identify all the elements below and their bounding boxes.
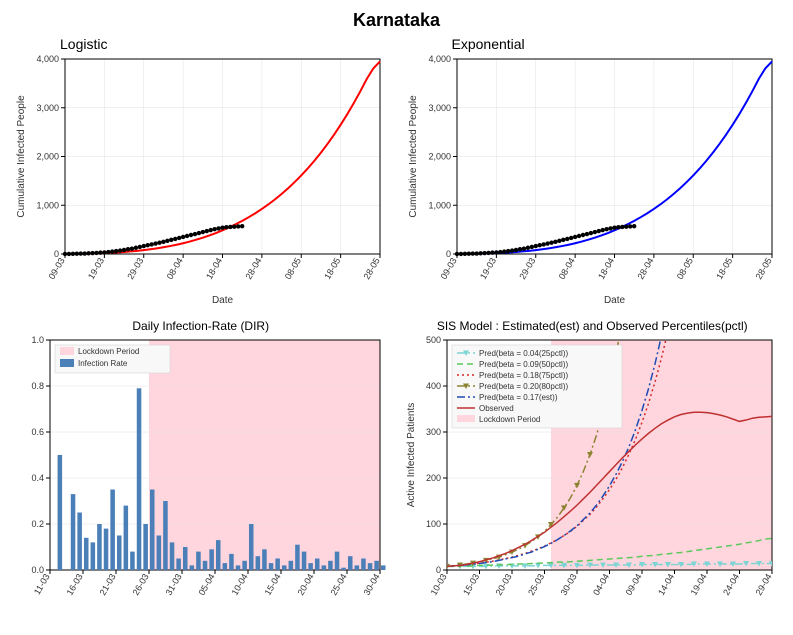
svg-text:Date: Date (212, 295, 234, 306)
svg-text:0.2: 0.2 (31, 519, 44, 529)
svg-text:09-03: 09-03 (438, 256, 458, 281)
svg-text:20-03: 20-03 (493, 572, 513, 597)
svg-text:29-04: 29-04 (753, 572, 773, 597)
svg-text:3,000: 3,000 (36, 103, 59, 113)
svg-text:400: 400 (425, 381, 440, 391)
svg-text:05-04: 05-04 (197, 572, 217, 597)
svg-text:Infection Rate: Infection Rate (78, 359, 128, 368)
svg-text:300: 300 (425, 427, 440, 437)
svg-text:Cumulative Infected People: Cumulative Infected People (408, 95, 419, 218)
svg-text:4,000: 4,000 (36, 54, 59, 64)
svg-text:08-05: 08-05 (674, 256, 694, 281)
svg-text:Pred(beta = 0.04(25pctl)): Pred(beta = 0.04(25pctl)) (479, 349, 568, 358)
main-title: Karnataka (10, 10, 783, 31)
svg-text:0.8: 0.8 (31, 381, 44, 391)
svg-text:20-04: 20-04 (296, 572, 316, 597)
svg-text:28-04: 28-04 (243, 256, 263, 281)
exponential-title: Exponential (452, 36, 784, 52)
logistic-svg: 01,0002,0003,0004,00009-0319-0329-0308-0… (10, 54, 390, 309)
svg-text:2,000: 2,000 (428, 152, 451, 162)
svg-text:15-04: 15-04 (263, 572, 283, 597)
svg-text:1.0: 1.0 (31, 335, 44, 345)
svg-text:4,000: 4,000 (428, 54, 451, 64)
svg-text:500: 500 (425, 335, 440, 345)
svg-text:24-04: 24-04 (721, 572, 741, 597)
logistic-chart: Logistic 01,0002,0003,0004,00009-0319-03… (10, 36, 392, 309)
svg-text:08-04: 08-04 (556, 256, 576, 281)
svg-text:16-03: 16-03 (65, 572, 85, 597)
svg-text:200: 200 (425, 473, 440, 483)
dir-chart: Daily Infection-Rate (DIR) 0.00.20.40.60… (10, 319, 392, 625)
svg-text:10-04: 10-04 (230, 572, 250, 597)
svg-text:29-03: 29-03 (125, 256, 145, 281)
sis-svg: 010020030040050010-0315-0320-0325-0330-0… (402, 335, 782, 625)
svg-text:Observed: Observed (479, 404, 514, 413)
svg-text:18-05: 18-05 (322, 256, 342, 281)
sis-title: SIS Model : Estimated(est) and Observed … (402, 319, 784, 333)
svg-text:21-03: 21-03 (98, 572, 118, 597)
svg-text:29-03: 29-03 (517, 256, 537, 281)
svg-text:Cumulative Infected People: Cumulative Infected People (16, 95, 27, 218)
svg-text:0.6: 0.6 (31, 427, 44, 437)
svg-text:Pred(beta = 0.17(est)): Pred(beta = 0.17(est)) (479, 393, 558, 402)
svg-text:0.4: 0.4 (31, 473, 44, 483)
svg-text:Date: Date (603, 295, 625, 306)
dir-title: Daily Infection-Rate (DIR) (10, 319, 392, 333)
svg-text:3,000: 3,000 (428, 103, 451, 113)
svg-text:100: 100 (425, 519, 440, 529)
exponential-svg: 01,0002,0003,0004,00009-0319-0329-0308-0… (402, 54, 782, 309)
svg-text:11-03: 11-03 (32, 572, 52, 596)
svg-text:25-03: 25-03 (526, 572, 546, 597)
svg-text:18-04: 18-04 (596, 256, 616, 281)
svg-text:08-04: 08-04 (165, 256, 185, 281)
svg-text:15-03: 15-03 (461, 572, 481, 597)
svg-text:28-04: 28-04 (635, 256, 655, 281)
svg-text:28-05: 28-05 (362, 256, 382, 281)
svg-text:Active Infected Patients: Active Infected Patients (406, 403, 417, 508)
svg-text:Pred(beta = 0.09(50pctl)): Pred(beta = 0.09(50pctl)) (479, 360, 568, 369)
svg-text:18-05: 18-05 (714, 256, 734, 281)
svg-text:Pred(beta = 0.18(75pctl)): Pred(beta = 0.18(75pctl)) (479, 371, 568, 380)
svg-text:2,000: 2,000 (36, 152, 59, 162)
svg-text:19-03: 19-03 (86, 256, 106, 281)
svg-text:30-03: 30-03 (558, 572, 578, 597)
svg-text:Pred(beta = 0.20(80pctl)): Pred(beta = 0.20(80pctl)) (479, 382, 568, 391)
svg-text:26-03: 26-03 (131, 572, 151, 597)
svg-text:04-04: 04-04 (591, 572, 611, 597)
svg-text:19-03: 19-03 (477, 256, 497, 281)
svg-text:Lockdown Period: Lockdown Period (479, 415, 540, 424)
chart-grid: Logistic 01,0002,0003,0004,00009-0319-03… (10, 36, 783, 625)
svg-text:08-05: 08-05 (283, 256, 303, 281)
svg-text:19-04: 19-04 (688, 572, 708, 597)
svg-text:10-03: 10-03 (428, 572, 448, 597)
svg-text:31-03: 31-03 (164, 572, 184, 597)
svg-text:1,000: 1,000 (36, 200, 59, 210)
svg-text:1,000: 1,000 (428, 200, 451, 210)
svg-text:14-04: 14-04 (656, 572, 676, 597)
svg-text:18-04: 18-04 (204, 256, 224, 281)
svg-text:25-04: 25-04 (329, 572, 349, 597)
sis-chart: SIS Model : Estimated(est) and Observed … (402, 319, 784, 625)
exponential-chart: Exponential 01,0002,0003,0004,00009-0319… (402, 36, 784, 309)
svg-text:30-04: 30-04 (362, 572, 382, 597)
svg-text:Lockdown Period: Lockdown Period (78, 347, 139, 356)
svg-text:28-05: 28-05 (753, 256, 773, 281)
svg-text:09-03: 09-03 (47, 256, 67, 281)
logistic-title: Logistic (60, 36, 392, 52)
svg-text:09-04: 09-04 (623, 572, 643, 597)
dir-svg: 0.00.20.40.60.81.011-0316-0321-0326-0331… (10, 335, 390, 625)
